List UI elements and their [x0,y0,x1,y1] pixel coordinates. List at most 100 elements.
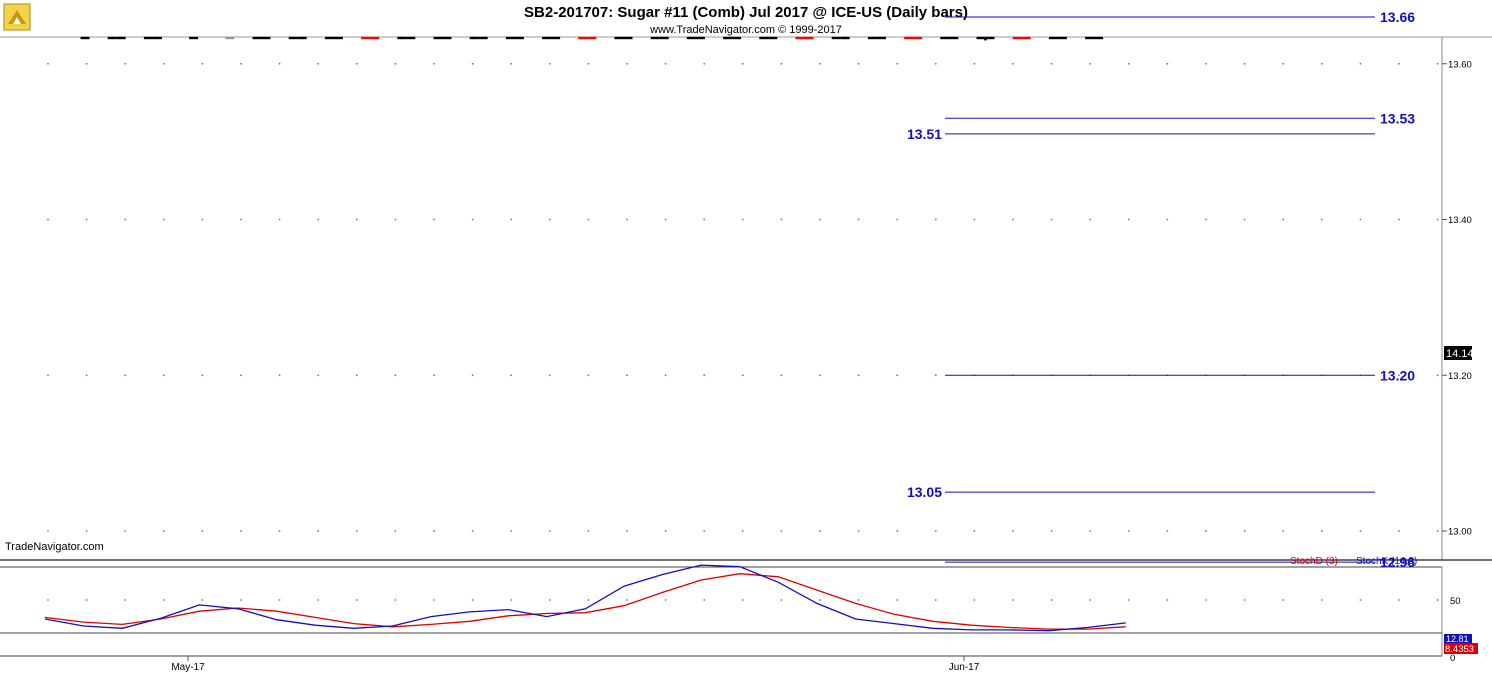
grid-dot [626,599,628,601]
grid-dot [664,62,667,65]
grid-dot [355,599,358,601]
grid-dot [1243,530,1246,532]
chart-title: SB2-201707: Sugar #11 (Comb) Jul 2017 @ … [524,4,968,21]
grid-dot [394,530,397,532]
grid-dot [162,62,165,65]
grid-dot [1320,218,1323,221]
grid-dot [703,218,706,221]
price-tick-label: 13.20 [1448,371,1472,382]
grid-dot [355,374,358,377]
grid-dot [1166,62,1169,65]
grid-dot [780,374,783,377]
grid-dot [857,374,860,377]
support-label-right: 12.96 [1380,554,1415,570]
grid-dot [548,374,551,377]
grid-dot [1243,62,1246,65]
grid-dot [973,62,976,65]
grid-dot [973,218,976,221]
grid-dot [1012,218,1014,221]
grid-dot [896,530,899,532]
grid-dot [317,218,320,221]
support-label-right: 13.20 [1380,367,1415,383]
grid-dot [317,599,320,601]
grid-dot [1320,599,1323,601]
grid-dot [587,599,590,601]
grid-dot [394,218,397,221]
trade-navigator-logo-icon [3,3,31,31]
grid-dot [471,530,474,532]
grid-dot [433,218,435,221]
grid-dot [934,62,937,65]
grid-dot [1089,62,1092,65]
grid-dot [1166,530,1169,532]
stochastics-panel: 50 0 12.818.4353 [0,564,1478,664]
grid-dot [1012,530,1014,532]
grid-dot [201,374,204,377]
grid-dot [124,374,127,377]
grid-dot [1205,530,1207,532]
grid-dot [741,599,744,601]
grid-dot [1089,218,1092,221]
grid-dot [1050,530,1053,532]
grid-dot [124,62,127,65]
grid-dot [1436,530,1439,532]
grid-dot [548,62,551,65]
grid-dot [510,62,513,65]
grid-dot [317,374,320,377]
grid-dot [1398,374,1400,377]
grid-dot [1398,62,1400,65]
grid-dot [1166,599,1169,601]
price-bar [976,36,995,41]
grid-dot [433,530,435,532]
grid-dot [780,62,783,65]
grid-dot [1012,62,1014,65]
grid-dot [548,530,551,532]
grid-dot [124,530,127,532]
grid-dot [278,530,281,532]
grid-dot [934,530,937,532]
grid-dot [355,218,358,221]
grid-dot [240,62,242,65]
grid-dot [896,374,899,377]
grid-dot [664,218,667,221]
grid-dot [896,218,899,221]
grid-dot [85,530,88,532]
grid-dot [85,218,88,221]
stoch-k-last-box [1444,634,1472,643]
support-label-right: 13.53 [1380,110,1415,126]
grid-dot [857,530,860,532]
grid-dot [1205,62,1207,65]
grid-dot [664,530,667,532]
grid-dot [780,530,783,532]
support-label-left: 13.05 [907,484,942,500]
grid-dot [857,599,860,601]
grid-dot [355,530,358,532]
grid-dot [1050,218,1053,221]
grid-dot [510,530,513,532]
grid-dot [1243,218,1246,221]
grid-dot [510,599,513,601]
grid-dot [433,62,435,65]
grid-dot [741,62,744,65]
grid-dot [780,218,783,221]
grid-dot [626,530,628,532]
grid-dot [741,530,744,532]
grid-dot [857,218,860,221]
grid-dot [1050,62,1053,65]
stoch-d-legend: StochD (3) [1290,556,1338,567]
grid-dot [47,530,49,532]
grid-dot [1320,530,1323,532]
grid-dot [587,218,590,221]
grid-dot [819,599,821,601]
support-lines: 13.66 13.53 13.20 12.96 13.51 13.05 [907,9,1415,570]
grid-dot [1359,62,1362,65]
grid-dot [124,599,127,601]
grid-dot [124,218,127,221]
copyright-text: www.TradeNavigator.com © 1999-2017 [649,24,842,36]
grid-dot [934,374,937,377]
grid-dot [85,599,88,601]
grid-dot [162,530,165,532]
grid-dot [973,530,976,532]
stoch-d-last-label: 8.4353 [1445,644,1474,655]
